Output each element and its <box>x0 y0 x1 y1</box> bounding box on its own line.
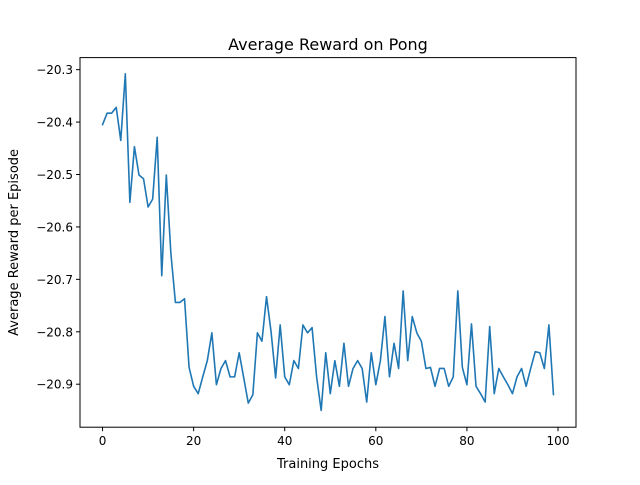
y-tick-label: −20.5 <box>36 168 73 182</box>
x-tick-label: 80 <box>459 434 474 448</box>
x-tick-label: 20 <box>186 434 201 448</box>
x-axis-label: Training Epochs <box>276 457 379 472</box>
x-tick-label: 40 <box>277 434 292 448</box>
y-axis-label: Average Reward per Episode <box>7 149 22 336</box>
x-tick-label: 60 <box>368 434 383 448</box>
y-tick-label: −20.6 <box>36 220 73 234</box>
axes-frame <box>79 57 577 428</box>
y-tick-label: −20.3 <box>36 63 73 77</box>
series-line <box>101 73 555 412</box>
y-tick-label: −20.4 <box>36 116 73 130</box>
y-axis: −20.3 −20.4 −20.5 −20.6 −20.7 −20.8 −20.9 <box>36 63 80 392</box>
x-tick-label: 100 <box>547 434 570 448</box>
y-tick-label: −20.8 <box>36 325 73 339</box>
y-tick-label: −20.7 <box>36 273 73 287</box>
plot-area <box>101 73 555 412</box>
x-tick-label: 0 <box>99 434 107 448</box>
x-axis: 0 20 40 60 80 100 <box>99 427 570 448</box>
y-tick-label: −20.9 <box>36 378 73 392</box>
chart-title: Average Reward on Pong <box>228 35 428 54</box>
